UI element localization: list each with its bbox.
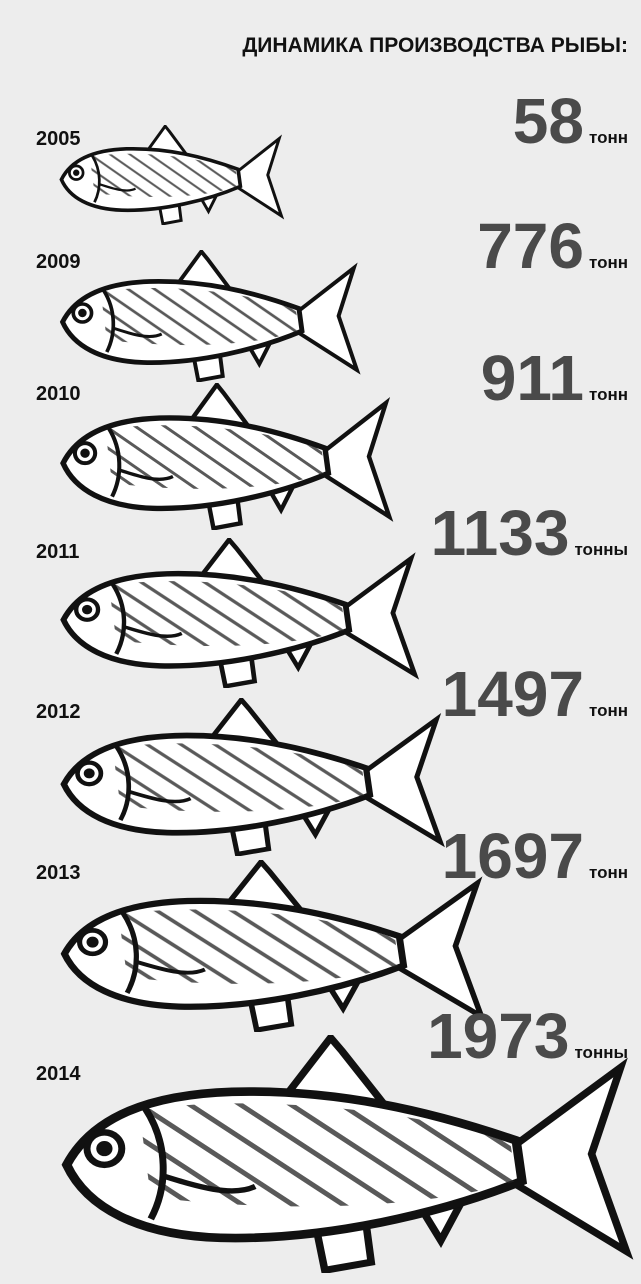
title: ДИНАМИКА ПРОИЗВОДСТВА РЫБЫ: — [242, 34, 628, 57]
amount-value: 776 — [477, 210, 584, 282]
amount-value: 1697 — [442, 820, 584, 892]
unit-label: тонны — [574, 540, 628, 559]
year-label: 2012 — [36, 701, 81, 723]
fish-illustration — [67, 1038, 627, 1271]
amount-value: 1973 — [427, 1000, 569, 1072]
year-label: 2009 — [36, 251, 81, 273]
infographic: ДИНАМИКА ПРОИЗВОДСТВА РЫБЫ: 2005 тонн 58 20… — [0, 0, 641, 1284]
amount-value: 911 — [481, 342, 584, 414]
fish-illustration — [64, 862, 481, 1030]
unit-label: тонн — [589, 701, 628, 720]
unit-label: тонн — [589, 253, 628, 272]
unit-label: тонн — [589, 385, 628, 404]
fish-illustration — [63, 252, 357, 381]
amount-value: 1497 — [442, 658, 584, 730]
amount-value: 58 — [513, 85, 584, 157]
fish-illustration — [63, 540, 414, 687]
year-label: 2011 — [36, 541, 79, 563]
fish-illustration — [61, 126, 281, 224]
fish-illustration — [63, 385, 389, 529]
year-label: 2014 — [36, 1063, 81, 1085]
year-label: 2005 — [36, 128, 81, 150]
unit-label: тонн — [589, 128, 628, 147]
year-label: 2010 — [36, 383, 81, 405]
unit-label: тонны — [574, 1043, 628, 1062]
amount-value: 1133 — [431, 497, 570, 569]
unit-label: тонн — [589, 863, 628, 882]
fish-illustration — [64, 700, 440, 854]
year-label: 2013 — [36, 862, 81, 884]
